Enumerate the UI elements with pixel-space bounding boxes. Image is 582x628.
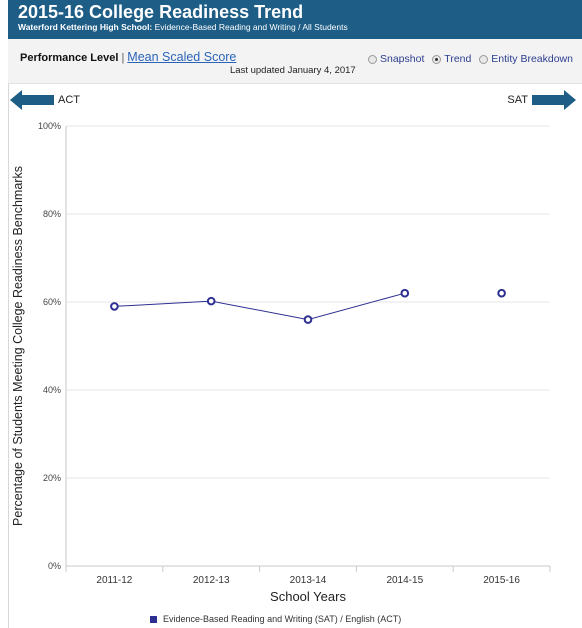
- y-tick-label: 20%: [43, 473, 61, 483]
- act-nav-label: ACT: [58, 94, 80, 106]
- data-point: [303, 315, 313, 324]
- page-subtitle: Waterford Kettering High School: Evidenc…: [18, 22, 348, 33]
- left-border: [8, 83, 9, 628]
- metric-switch: Performance Level | Mean Scaled Score: [20, 50, 236, 64]
- data-point: [400, 288, 410, 298]
- radio-trend-dot[interactable]: [432, 54, 442, 64]
- act-nav-button[interactable]: ACT: [10, 90, 80, 110]
- report-toolbar: Performance Level | Mean Scaled Score Last…: [8, 39, 582, 84]
- page-title: 2015-16 College Readiness Trend: [18, 2, 304, 22]
- x-tick-label: 2011-12: [96, 575, 132, 586]
- x-tick-label: 2013-14: [290, 575, 327, 586]
- y-tick-label: 80%: [43, 209, 61, 219]
- radio-trend-label: Trend: [444, 53, 472, 65]
- data-point: [110, 302, 119, 311]
- metric-separator: |: [121, 52, 125, 64]
- x-tick-label: 2015-16: [483, 575, 520, 586]
- x-axis-title: School Years: [270, 589, 346, 604]
- radio-entity-breakdown-dot[interactable]: [479, 54, 489, 64]
- report-header: 2015-16 College Readiness Trend Waterfor…: [8, 0, 582, 39]
- series-line: [114, 292, 405, 321]
- data-point: [497, 288, 506, 298]
- mean-scaled-score-link[interactable]: Mean Scaled Score: [127, 50, 237, 64]
- radio-entity-breakdown[interactable]: Entity Breakdown: [479, 53, 573, 65]
- radio-entity-breakdown-label: Entity Breakdown: [491, 53, 573, 65]
- sat-nav-button[interactable]: SAT: [507, 90, 576, 110]
- trend-chart: 0% 20% 40% 60% 80% 100% 2011-12 2012-13 2013-14 2…: [11, 121, 551, 604]
- radio-snapshot-dot[interactable]: [368, 54, 377, 64]
- last-updated: Last updated January 4, 2017: [230, 65, 356, 76]
- y-axis-title: Percentage of Students Meeting College R…: [11, 166, 25, 526]
- subtitle-detail: Evidence-Based Reading and Writing / All…: [154, 22, 348, 32]
- arrow-left-icon: [10, 90, 54, 110]
- y-tick-label: 40%: [43, 385, 61, 395]
- performance-level-label: Performance Level: [20, 52, 119, 64]
- school-name: Waterford Kettering High School:: [18, 22, 153, 32]
- y-tick-label: 60%: [43, 297, 61, 307]
- data-point: [206, 296, 216, 306]
- y-tick-label: 100%: [38, 121, 61, 131]
- arrow-right-icon: [532, 90, 576, 110]
- y-tick-label: 0%: [48, 561, 61, 571]
- legend-label: Evidence-Based Reading and Writing (SAT)…: [163, 614, 402, 624]
- radio-trend[interactable]: Trend: [432, 53, 471, 65]
- radio-snapshot[interactable]: Snapshot: [368, 53, 424, 65]
- x-tick-label: 2014-15: [386, 575, 423, 586]
- view-radio-group: Snapshot Trend Entity Breakdown: [368, 53, 578, 67]
- sat-nav-label: SAT: [507, 94, 528, 106]
- chart-legend: Evidence-Based Reading and Writing (SAT)…: [150, 614, 401, 624]
- radio-snapshot-label: Snapshot: [380, 53, 425, 65]
- x-tick-label: 2012-13: [193, 575, 230, 586]
- legend-swatch: [150, 615, 157, 623]
